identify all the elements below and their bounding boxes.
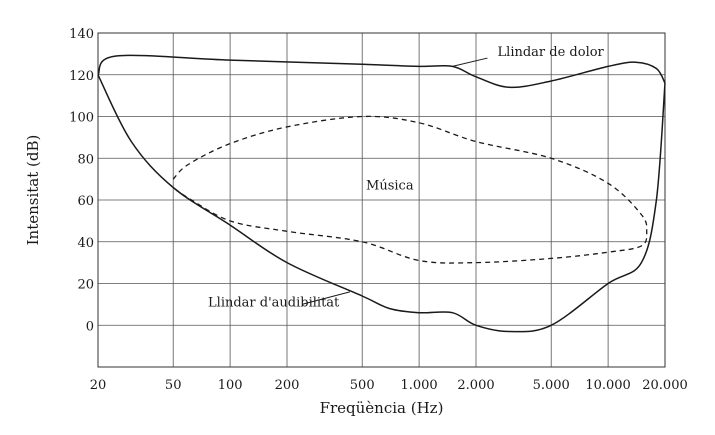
annotations: Llindar de dolor Música Llindar d'audibili… xyxy=(208,45,605,311)
music-region-curve xyxy=(172,115,648,264)
tick-labels: 20 50 100 200 500 1.000 2.000 5.000 10.000 20.000… xyxy=(69,27,688,393)
plot-frame xyxy=(97,32,666,368)
hearing-threshold-curve xyxy=(97,74,666,333)
y-tick-label: 20 xyxy=(77,278,94,293)
x-tick-label: 20.000 xyxy=(642,378,688,393)
hearing-label-leader xyxy=(301,291,350,305)
x-tick-label: 20 xyxy=(90,378,107,393)
grid xyxy=(97,32,666,368)
x-axis-title: Freqüència (Hz) xyxy=(320,399,444,417)
y-tick-label: 120 xyxy=(69,69,94,84)
x-tick-label: 5.000 xyxy=(533,378,570,393)
y-tick-label: 40 xyxy=(77,236,94,251)
pain-threshold-label: Llindar de dolor xyxy=(498,45,605,60)
music-label: Música xyxy=(366,179,414,194)
y-tick-label: 140 xyxy=(69,27,94,42)
y-tick-label: 0 xyxy=(86,319,94,334)
x-tick-label: 1.000 xyxy=(400,378,437,393)
y-tick-label: 60 xyxy=(77,194,94,209)
pain-label-leader xyxy=(452,57,488,67)
x-tick-label: 10.000 xyxy=(585,378,631,393)
x-tick-label: 100 xyxy=(218,378,243,393)
x-tick-label: 50 xyxy=(165,378,182,393)
hearing-threshold-label: Llindar d'audibilitat xyxy=(208,295,340,310)
x-tick-label: 500 xyxy=(350,378,375,393)
x-tick-label: 2.000 xyxy=(457,378,494,393)
x-tick-label: 200 xyxy=(275,378,300,393)
y-tick-label: 80 xyxy=(77,152,94,167)
curves xyxy=(97,54,666,333)
y-tick-label: 100 xyxy=(69,111,94,126)
pain-threshold-curve xyxy=(97,54,666,89)
y-axis-title: Intensitat (dB) xyxy=(24,135,42,246)
